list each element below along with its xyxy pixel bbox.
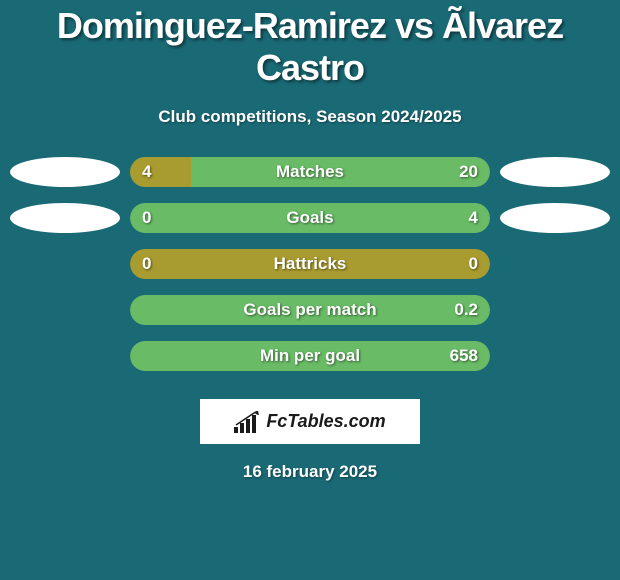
team-badge-right bbox=[500, 203, 610, 233]
bar-fill-left bbox=[130, 157, 191, 187]
stat-row: Min per goal 658 bbox=[10, 341, 610, 371]
stat-row: 4 Matches 20 bbox=[10, 157, 610, 187]
stat-value-right: 0.2 bbox=[454, 300, 478, 320]
stat-value-left: 0 bbox=[142, 254, 151, 274]
stat-row: 0 Goals 4 bbox=[10, 203, 610, 233]
team-badge-left bbox=[10, 157, 120, 187]
page-title: Dominguez-Ramirez vs Ãlvarez Castro bbox=[0, 5, 620, 89]
stat-row: Goals per match 0.2 bbox=[10, 295, 610, 325]
stat-value-right: 658 bbox=[450, 346, 478, 366]
stat-value-left: 4 bbox=[142, 162, 151, 182]
stat-label: Min per goal bbox=[260, 346, 360, 366]
source-logo: FcTables.com bbox=[200, 399, 420, 444]
stat-value-right: 0 bbox=[469, 254, 478, 274]
stat-label: Hattricks bbox=[274, 254, 347, 274]
team-badge-left bbox=[10, 203, 120, 233]
subtitle: Club competitions, Season 2024/2025 bbox=[0, 107, 620, 127]
logo-text: FcTables.com bbox=[266, 411, 385, 432]
stat-bar: Min per goal 658 bbox=[130, 341, 490, 371]
stat-value-right: 4 bbox=[469, 208, 478, 228]
chart-icon bbox=[234, 411, 260, 433]
stats-area: 4 Matches 20 0 Goals 4 0 Hattricks 0 Goals per ma… bbox=[0, 157, 620, 371]
footer-date: 16 february 2025 bbox=[0, 462, 620, 482]
stat-bar: 4 Matches 20 bbox=[130, 157, 490, 187]
stat-label: Matches bbox=[276, 162, 344, 182]
stat-value-left: 0 bbox=[142, 208, 151, 228]
stat-label: Goals bbox=[286, 208, 333, 228]
stat-bar: 0 Goals 4 bbox=[130, 203, 490, 233]
stat-bar: 0 Hattricks 0 bbox=[130, 249, 490, 279]
comparison-infographic: Dominguez-Ramirez vs Ãlvarez Castro Club… bbox=[0, 0, 620, 482]
stat-bar: Goals per match 0.2 bbox=[130, 295, 490, 325]
stat-row: 0 Hattricks 0 bbox=[10, 249, 610, 279]
team-badge-right bbox=[500, 157, 610, 187]
stat-label: Goals per match bbox=[243, 300, 376, 320]
stat-value-right: 20 bbox=[459, 162, 478, 182]
